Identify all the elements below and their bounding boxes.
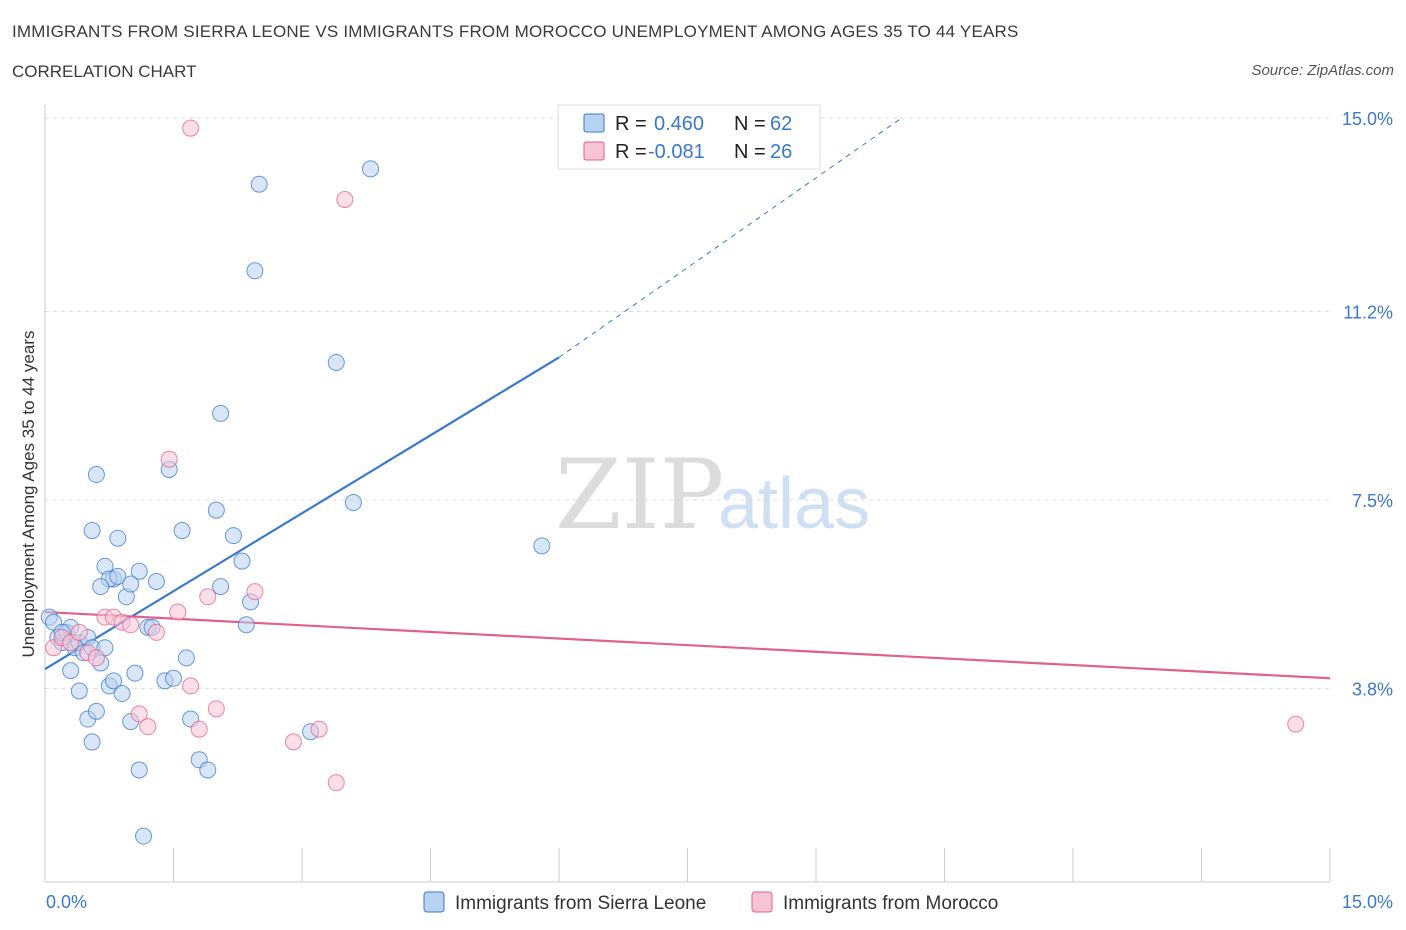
axes (44, 105, 1331, 883)
point-sierra-leone (147, 572, 165, 590)
point-sierra-leone (105, 672, 123, 690)
point-morocco (336, 190, 354, 208)
point-sierra-leone (92, 578, 110, 596)
point-sierra-leone (130, 562, 148, 580)
point-morocco (139, 718, 157, 736)
point-sierra-leone (237, 616, 255, 634)
point-morocco (246, 583, 264, 601)
point-morocco (182, 119, 200, 137)
data-points (40, 119, 1305, 845)
point-sierra-leone (212, 578, 230, 596)
watermark-zip: ZIP (555, 439, 724, 551)
y-tick-label: 15.0% (1342, 109, 1393, 129)
x-tick-label-max: 15.0% (1342, 892, 1393, 912)
watermark-atlas: atlas (718, 464, 870, 544)
y-tick-label: 3.8% (1352, 679, 1393, 699)
point-morocco (169, 603, 187, 621)
legend-r-value-1: 0.460 (654, 113, 704, 135)
point-sierra-leone (165, 669, 182, 687)
legend-n-value-2: 26 (770, 141, 792, 163)
legend-n-label-2: N = (734, 141, 766, 163)
point-sierra-leone (126, 664, 144, 682)
legend-r-label-2: R = (615, 141, 647, 163)
point-morocco (160, 450, 178, 468)
point-sierra-leone (87, 466, 105, 484)
point-morocco (284, 733, 302, 751)
trend-lines (44, 117, 1331, 680)
legend-n-value-1: 62 (770, 113, 792, 135)
point-morocco (310, 720, 328, 738)
x-tick-label-min: 0.0% (46, 892, 87, 912)
y-axis-label: Unemployment Among Ages 35 to 44 years (19, 331, 38, 658)
point-sierra-leone (177, 649, 195, 667)
point-morocco (130, 705, 148, 723)
grid-lines (45, 117, 1330, 689)
bottom-legend-swatch-sierra-leone (423, 891, 445, 913)
trend-line-morocco (44, 610, 1331, 680)
source-credit: Source: ZipAtlas.com (1251, 62, 1394, 79)
point-sierra-leone (87, 702, 105, 720)
point-sierra-leone (62, 662, 80, 680)
legend-swatch-sierra-leone (583, 113, 605, 133)
series-legend: Immigrants from Sierra Leone Immigrants … (423, 891, 998, 914)
point-morocco (327, 774, 345, 792)
point-morocco (190, 720, 208, 738)
point-sierra-leone (122, 575, 140, 593)
y-tick-labels: 3.8% 7.5% 11.2% 15.0% (1342, 109, 1393, 699)
point-morocco (207, 700, 225, 718)
correlation-legend: R = 0.460 N = 62 R = -0.081 N = 26 (557, 104, 821, 170)
point-sierra-leone (362, 160, 380, 178)
point-sierra-leone (70, 682, 88, 700)
point-sierra-leone (199, 761, 217, 779)
point-sierra-leone (207, 501, 225, 519)
point-morocco (147, 623, 165, 641)
point-sierra-leone (83, 522, 101, 540)
point-sierra-leone (246, 262, 264, 280)
bottom-legend-swatch-morocco (751, 891, 773, 913)
legend-r-value-2: -0.081 (648, 141, 705, 163)
point-sierra-leone (83, 733, 101, 751)
point-morocco (1287, 715, 1305, 733)
y-tick-label: 11.2% (1343, 303, 1393, 323)
point-sierra-leone (135, 827, 153, 845)
point-morocco (199, 588, 217, 606)
chart-subtitle: CORRELATION CHART (12, 62, 197, 81)
legend-swatch-morocco (583, 141, 605, 161)
point-sierra-leone (212, 404, 230, 422)
chart-title: IMMIGRANTS FROM SIERRA LEONE VS IMMIGRAN… (12, 22, 1019, 41)
point-sierra-leone (344, 494, 362, 512)
point-sierra-leone (224, 527, 242, 545)
point-sierra-leone (250, 175, 268, 193)
point-sierra-leone (327, 353, 345, 371)
point-morocco (70, 623, 88, 641)
point-morocco (182, 677, 200, 695)
bottom-legend-label-sierra-leone: Immigrants from Sierra Leone (455, 893, 706, 914)
legend-r-label-1: R = (615, 113, 647, 135)
bottom-legend-label-morocco: Immigrants from Morocco (783, 893, 998, 914)
point-sierra-leone (533, 537, 551, 555)
y-tick-label: 7.5% (1352, 491, 1393, 511)
point-sierra-leone (173, 522, 191, 540)
point-sierra-leone (113, 685, 131, 703)
legend-n-label-1: N = (734, 113, 766, 135)
point-morocco (122, 616, 140, 634)
point-sierra-leone (130, 761, 148, 779)
point-sierra-leone (109, 567, 127, 585)
point-morocco (87, 649, 105, 667)
point-sierra-leone (109, 529, 127, 547)
point-sierra-leone (233, 552, 251, 570)
